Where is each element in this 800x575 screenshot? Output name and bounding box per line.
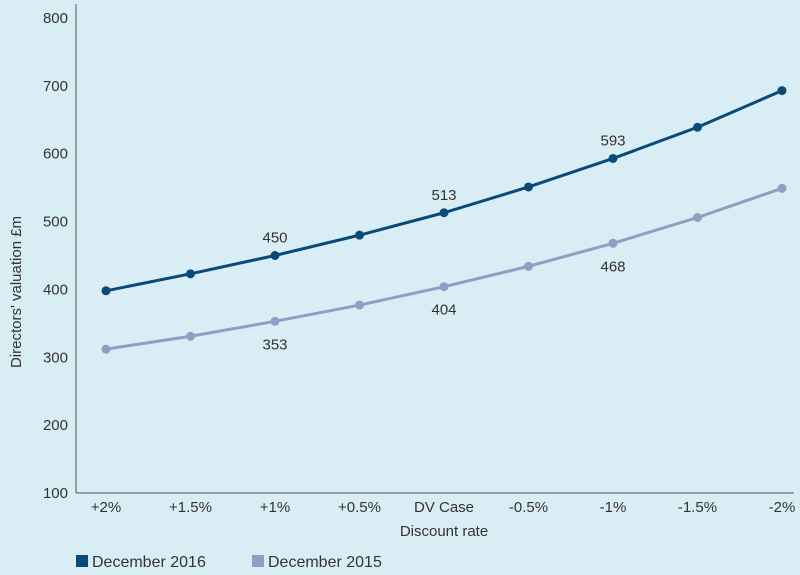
- data-point: [186, 269, 195, 279]
- data-label: 450: [262, 230, 287, 247]
- x-tick-label: +2%: [91, 499, 121, 516]
- x-tick-label: +1.5%: [169, 499, 212, 516]
- legend-item: December 2016: [76, 554, 206, 571]
- y-tick-label: 300: [43, 349, 68, 366]
- data-point: [777, 86, 787, 96]
- legend: December 2016 December 2015: [76, 554, 382, 571]
- y-axis-title: Directors' valuation £m: [8, 216, 25, 368]
- x-tick-label: DV Case: [414, 499, 474, 516]
- legend-label: December 2016: [92, 554, 206, 571]
- data-point: [270, 316, 280, 326]
- data-point: [355, 300, 364, 310]
- data-point: [439, 282, 449, 292]
- data-point: [693, 122, 702, 132]
- data-label: 593: [600, 132, 625, 149]
- data-label: 513: [431, 187, 456, 204]
- series-group: 450 513 593: [101, 86, 787, 296]
- data-point: [608, 153, 618, 163]
- x-tick-label: +1%: [260, 499, 290, 516]
- data-point: [270, 251, 280, 260]
- legend-item: December 2015: [252, 554, 382, 571]
- data-point: [777, 183, 787, 193]
- data-point: [101, 344, 111, 354]
- legend-label: December 2015: [268, 554, 382, 571]
- series-layer: 450 513 593 353 404 468: [101, 86, 787, 354]
- y-tick-label: 700: [43, 78, 68, 95]
- data-point: [439, 208, 449, 218]
- data-point: [693, 213, 702, 222]
- x-axis-ticks: +2% +1.5% +1% +0.5% DV Case -0.5% -1% -1.5% -2%: [91, 499, 796, 516]
- x-tick-label: -1.5%: [678, 499, 717, 516]
- x-tick-label: -2%: [769, 499, 796, 516]
- series-group: 353 404 468: [101, 183, 787, 354]
- x-tick-label: +0.5%: [338, 499, 381, 516]
- y-tick-label: 800: [43, 10, 68, 27]
- x-axis-title: Discount rate: [400, 523, 488, 540]
- y-axis-ticks: 100 200 300 400 500 600 700 800: [43, 10, 68, 502]
- legend-swatch: [252, 555, 264, 567]
- data-label: 468: [600, 258, 625, 275]
- data-point: [101, 286, 111, 296]
- data-label: 353: [262, 336, 287, 353]
- x-tick-label: -1%: [600, 499, 627, 516]
- y-tick-label: 200: [43, 417, 68, 434]
- y-tick-label: 500: [43, 214, 68, 231]
- legend-swatch: [76, 555, 88, 567]
- data-point: [608, 238, 618, 248]
- data-point: [355, 230, 364, 240]
- y-tick-label: 400: [43, 281, 68, 298]
- x-tick-label: -0.5%: [509, 499, 548, 516]
- data-point: [524, 182, 533, 192]
- data-point: [186, 331, 195, 341]
- y-tick-label: 100: [43, 485, 68, 502]
- data-label: 404: [431, 302, 456, 319]
- data-point: [524, 261, 533, 271]
- y-tick-label: 600: [43, 146, 68, 163]
